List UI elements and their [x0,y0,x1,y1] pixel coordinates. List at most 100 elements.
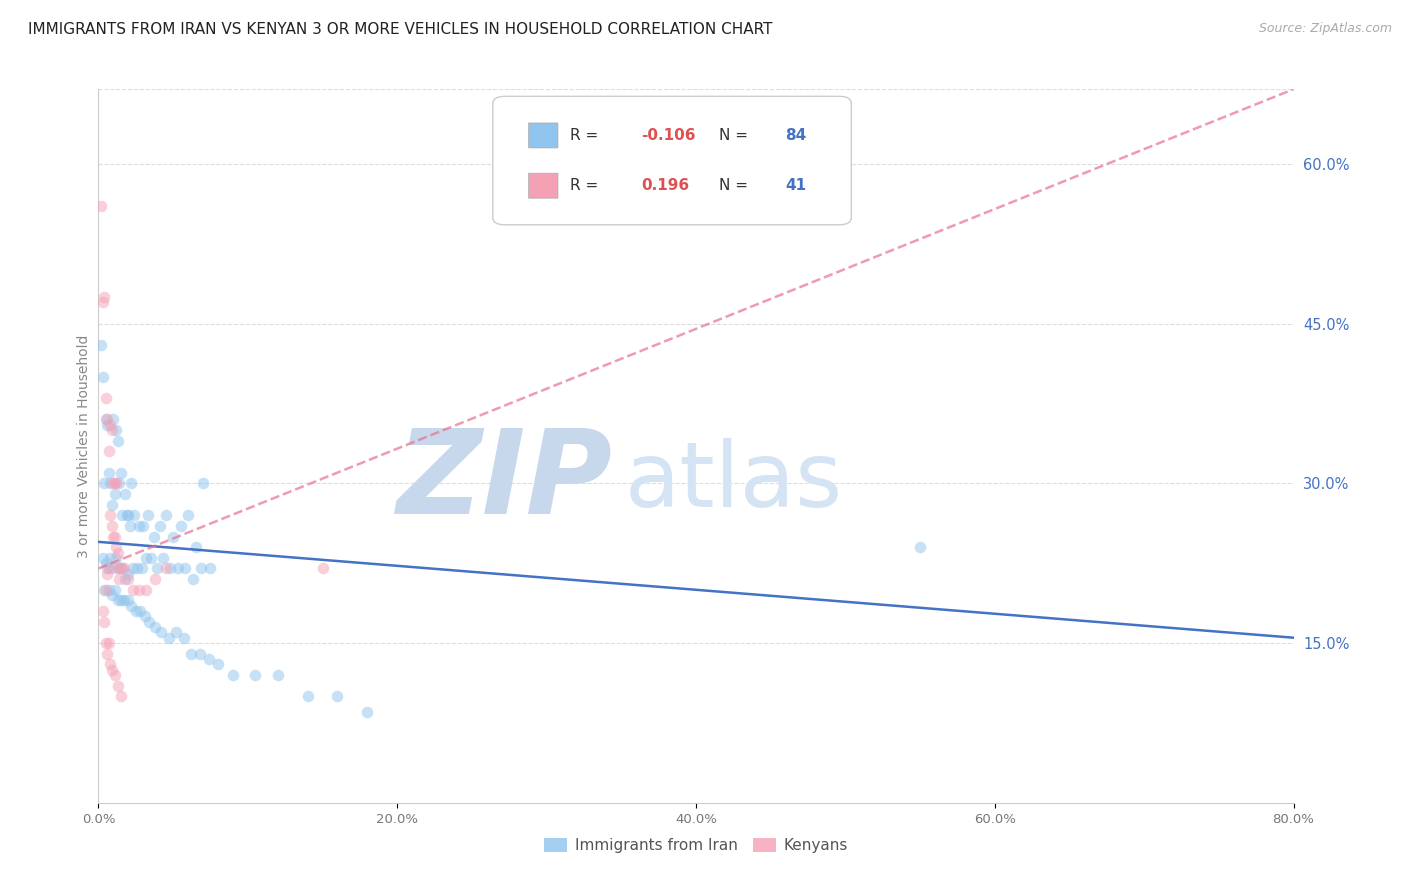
Point [150,625,173,640]
Text: Source: ZipAtlas.com: Source: ZipAtlas.com [1258,22,1392,36]
FancyBboxPatch shape [529,123,558,148]
Point [97,444,120,458]
Text: N =: N = [720,178,748,194]
Point [114,572,136,586]
Point [177,508,200,523]
Point [155,561,177,575]
Point [129,604,152,618]
Point [200,561,222,575]
Point [111,561,134,575]
Point [111,508,134,523]
Point [96,647,118,661]
Point [184,540,207,554]
Point [152,550,174,565]
Y-axis label: 3 or more Vehicles in Household: 3 or more Vehicles in Household [77,334,91,558]
Point [207,657,229,672]
Point [138,615,160,629]
Point [191,476,214,491]
Point [105,476,128,491]
Point [93,476,115,491]
Point [166,561,188,575]
Point [155,508,177,523]
Point [118,519,141,533]
Point [103,412,125,426]
Point [136,508,159,523]
Point [93,615,115,629]
Point [190,561,212,575]
Point [108,476,131,491]
Point [120,599,142,613]
Point [117,508,139,523]
Point [107,593,129,607]
Point [107,561,129,575]
Point [91,369,114,384]
Text: N =: N = [720,128,748,143]
Point [96,561,118,575]
Point [105,550,128,565]
Point [120,476,142,491]
Point [121,582,143,597]
Point [97,582,120,597]
Point [124,508,146,523]
Point [143,572,166,586]
Point [98,550,122,565]
Point [198,652,221,666]
Point [117,572,139,586]
Point [117,566,139,581]
Point [96,417,118,432]
Point [98,657,122,672]
Point [107,545,129,559]
Point [101,423,124,437]
Point [90,338,112,352]
Point [98,476,122,491]
Point [112,561,135,575]
Point [159,561,181,575]
Point [112,593,135,607]
Text: 84: 84 [785,128,806,143]
Point [162,529,184,543]
Point [267,668,290,682]
Point [97,466,120,480]
Point [117,593,139,607]
Point [107,434,129,448]
Point [97,636,120,650]
Point [98,417,122,432]
Point [326,690,349,704]
Point [115,508,138,523]
Point [107,679,129,693]
Point [134,609,156,624]
Point [125,604,148,618]
Point [127,561,149,575]
Point [98,508,122,523]
Point [103,561,125,575]
Point [94,412,117,426]
Point [142,529,165,543]
Point [108,572,131,586]
Point [222,668,245,682]
Point [91,604,114,618]
Point [96,412,118,426]
Text: 41: 41 [785,178,806,194]
Text: ZIP: ZIP [396,425,613,539]
Point [101,588,124,602]
Point [93,290,115,304]
Text: atlas: atlas [624,438,842,525]
Point [188,647,211,661]
Point [908,540,931,554]
Point [104,476,127,491]
Point [97,561,120,575]
Point [94,582,117,597]
FancyBboxPatch shape [529,173,558,198]
Point [165,625,187,640]
Point [93,582,115,597]
Legend: Immigrants from Iran, Kenyans: Immigrants from Iran, Kenyans [538,832,853,859]
Text: -0.106: -0.106 [641,128,696,143]
Point [145,561,167,575]
Point [90,199,112,213]
Point [104,529,127,543]
Point [128,519,150,533]
Point [91,295,114,310]
Point [104,582,127,597]
Point [110,466,132,480]
Point [94,556,117,570]
